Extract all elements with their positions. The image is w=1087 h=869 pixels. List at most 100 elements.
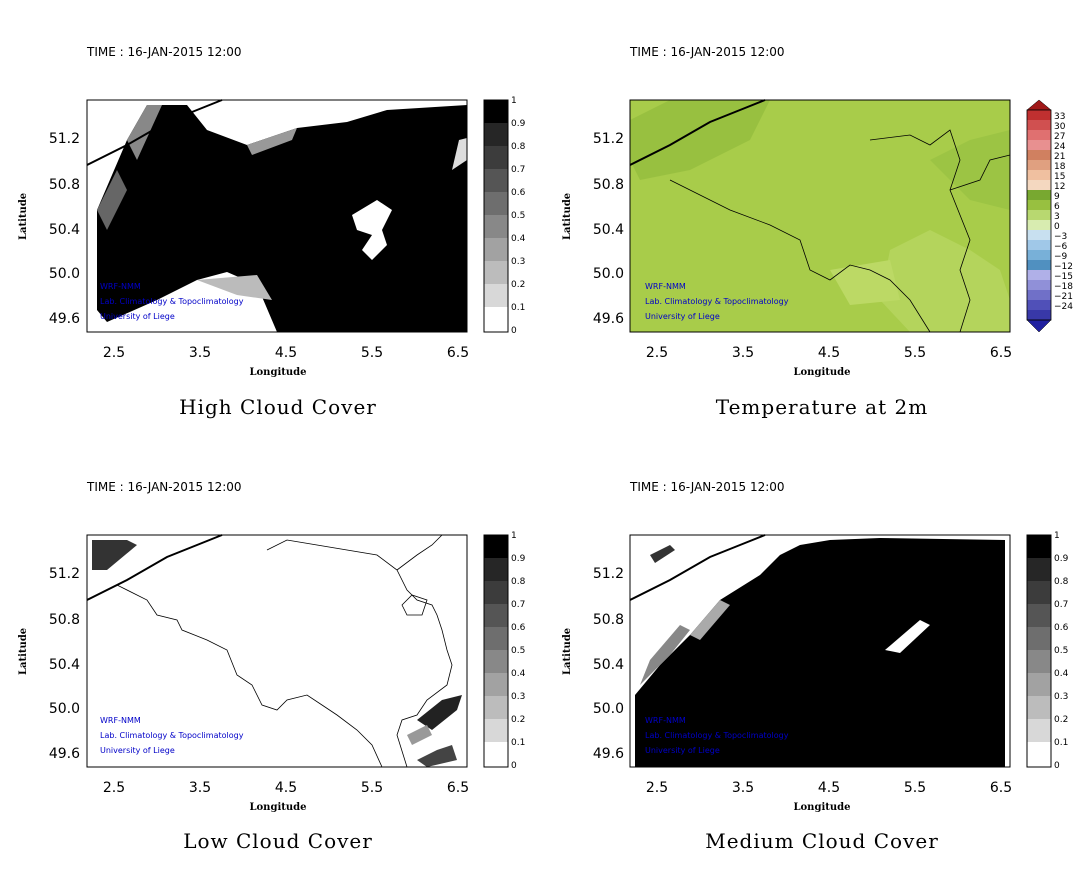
colorbar-tick: −9 [1054,252,1068,262]
x-tick: 5.5 [360,780,384,796]
credit-university: University of Liege [100,746,175,755]
y-axis-label: Latitude [562,627,573,675]
colorbar-tick: 24 [1054,142,1066,152]
y-tick: 51.2 [48,131,80,147]
colorbar-tick: 12 [1054,182,1066,192]
x-tick: 3.5 [731,345,755,361]
x-tick: 2.5 [102,345,126,361]
colorbar-tick: 18 [1054,162,1066,172]
y-tick: 51.2 [592,131,624,147]
x-tick: 6.5 [446,345,470,361]
colorbar-tick: −12 [1054,262,1073,272]
colorbar-tick: 0.4 [511,234,526,244]
y-tick: 49.6 [592,746,624,762]
colorbar-tick: 1 [511,96,517,106]
x-tick: 6.5 [446,780,470,796]
credit-model: WRF-NMM [645,282,686,291]
colorbar-tick: −21 [1054,292,1073,302]
colorbar-tick: 15 [1054,172,1066,182]
x-tick: 6.5 [989,780,1013,796]
colorbar-tick: 9 [1054,192,1060,202]
colorbar-tick: 6 [1054,202,1060,212]
x-tick: 5.5 [903,345,927,361]
y-tick: 50.4 [48,222,80,238]
colorbar-tick: 21 [1054,152,1066,162]
coastline [86,99,223,166]
colorbar-tick: 0.3 [511,257,526,267]
colorbar [1026,534,1052,768]
time-label: TIME : 16-JAN-2015 12:00 [630,45,785,59]
colorbar-tick: 0.1 [511,738,526,748]
credit-lab: Lab. Climatology & Topoclimatology [100,297,244,306]
x-axis-label: Longitude [793,367,851,378]
credit-model: WRF-NMM [100,282,141,291]
x-tick: 4.5 [274,780,298,796]
cloud-field [635,538,1005,767]
colorbar-tick: −6 [1054,242,1068,252]
colorbar-tick: 0.3 [1054,692,1069,702]
x-axis-label: Longitude [249,802,307,813]
x-tick: 4.5 [274,345,298,361]
colorbar-tick: 0.2 [511,715,526,725]
border-line [949,154,1011,191]
colorbar-tick: 0.1 [511,303,526,313]
border-line [266,539,453,768]
y-tick: 51.2 [48,566,80,582]
colorbar-tick: 0.8 [511,577,526,587]
colorbar-tick: 0.2 [1054,715,1069,725]
cloud-field [92,540,137,570]
border-line [116,584,383,768]
colorbar-tick: −24 [1054,302,1073,312]
map-title: Medium Cloud Cover [705,829,939,853]
x-axis-label: Longitude [793,802,851,813]
credit-lab: Lab. Climatology & Topoclimatology [645,297,789,306]
y-tick: 50.8 [48,177,80,193]
y-tick: 50.8 [592,612,624,628]
colorbar-tick: 0.9 [511,554,526,564]
credit-lab: Lab. Climatology & Topoclimatology [645,731,789,740]
colorbar-tick: 30 [1054,122,1066,132]
credit-university: University of Liege [645,312,720,321]
y-tick: 49.6 [48,746,80,762]
map-low-cloud [86,534,468,768]
y-tick: 50.8 [48,612,80,628]
x-tick: 5.5 [360,345,384,361]
colorbar-tick: 0.5 [1054,646,1069,656]
x-tick: 4.5 [817,780,841,796]
colorbar-tick: 1 [1054,531,1060,541]
colorbar-tick: 0.5 [511,646,526,656]
colorbar-tick: 0.5 [511,211,526,221]
map-medium-cloud [629,534,1011,768]
colorbar-tick: 0.2 [511,280,526,290]
colorbar-tick: −15 [1054,272,1073,282]
colorbar-tick: 27 [1054,132,1066,142]
map-title: High Cloud Cover [179,395,377,419]
border-line [669,179,931,333]
credit-model: WRF-NMM [100,716,141,725]
y-tick: 50.8 [592,177,624,193]
x-tick: 2.5 [102,780,126,796]
colorbar-temperature [1026,99,1052,333]
colorbar-tick: −3 [1054,232,1068,242]
x-tick: 3.5 [731,780,755,796]
x-tick: 2.5 [645,345,669,361]
y-tick: 50.0 [48,266,80,282]
colorbar-tick: 0 [1054,761,1060,771]
y-tick: 50.4 [48,657,80,673]
y-tick: 50.0 [48,701,80,717]
x-tick: 3.5 [188,780,212,796]
border-line [396,534,443,571]
colorbar-tick: 0.6 [511,623,526,633]
x-tick: 5.5 [903,780,927,796]
colorbar-tick: 0.4 [1054,669,1069,679]
y-tick: 50.4 [592,657,624,673]
panel-high-cloud: TIME : 16-JAN-2015 12:00 Latitude 51.2 5… [0,0,540,430]
cloud-field [97,105,467,332]
colorbar-tick: 0.7 [511,165,526,175]
colorbar-tick: 0.7 [511,600,526,610]
credit-university: University of Liege [100,312,175,321]
colorbar-tick: 0.7 [1054,600,1069,610]
colorbar-tick: 0.9 [511,119,526,129]
coastline [86,534,223,601]
